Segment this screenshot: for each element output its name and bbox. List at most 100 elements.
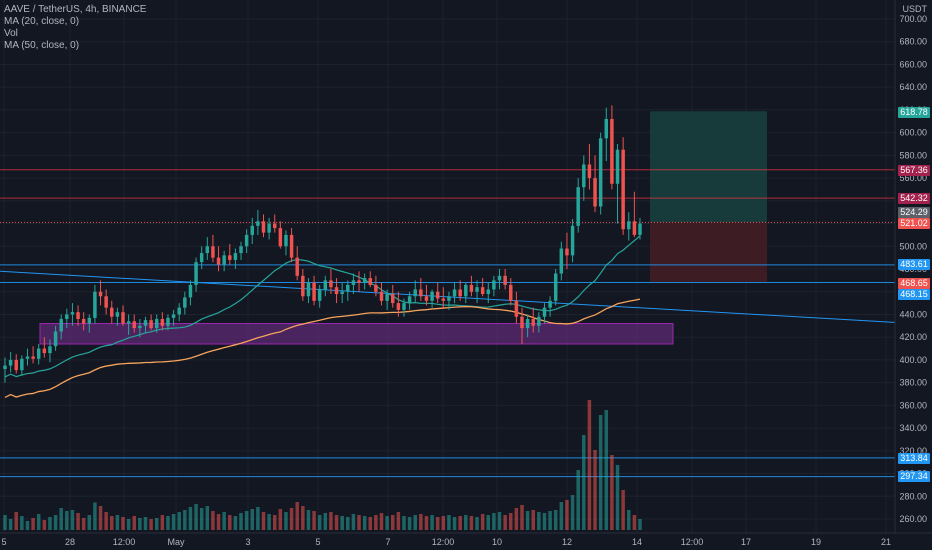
candle-body[interactable] (126, 321, 131, 324)
candle-body[interactable] (385, 294, 389, 301)
candle-body[interactable] (188, 284, 193, 298)
candle-body[interactable] (295, 257, 299, 276)
candle-body[interactable] (368, 278, 373, 285)
candle-body[interactable] (115, 312, 120, 317)
candle-body[interactable] (98, 291, 103, 297)
candle-body[interactable] (3, 365, 7, 369)
candle-body[interactable] (531, 319, 535, 326)
candle-body[interactable] (87, 317, 92, 324)
candle-body[interactable] (419, 289, 423, 297)
candle-body[interactable] (48, 346, 52, 354)
candle-body[interactable] (301, 275, 305, 297)
candle-body[interactable] (110, 307, 114, 317)
candle-body[interactable] (222, 255, 226, 265)
candle-body[interactable] (525, 319, 530, 329)
candle-body[interactable] (312, 282, 316, 301)
candle-body[interactable] (542, 307, 547, 317)
candle-body[interactable] (469, 284, 474, 292)
candle-body[interactable] (357, 280, 361, 283)
candle-body[interactable] (81, 319, 86, 324)
candle-body[interactable] (228, 255, 232, 260)
candle-body[interactable] (559, 248, 564, 274)
candle-body[interactable] (435, 291, 440, 299)
candle-body[interactable] (346, 284, 350, 292)
candle-body[interactable] (632, 221, 637, 235)
candle-body[interactable] (379, 291, 384, 301)
candle-body[interactable] (497, 275, 502, 281)
candle-body[interactable] (565, 248, 569, 256)
price-label[interactable]: 297.34 (898, 471, 930, 482)
candle-body[interactable] (374, 284, 378, 292)
candle-body[interactable] (171, 314, 176, 318)
candle-body[interactable] (121, 312, 125, 324)
candle-body[interactable] (65, 314, 69, 319)
candle-body[interactable] (244, 234, 249, 247)
price-label[interactable]: 468.15 (898, 289, 930, 300)
position-stop-area[interactable] (650, 222, 767, 282)
candle-body[interactable] (509, 284, 513, 301)
price-label[interactable]: 524.29 (898, 207, 930, 218)
candle-body[interactable] (407, 296, 412, 304)
candle-body[interactable] (239, 246, 243, 254)
candle-body[interactable] (20, 358, 24, 371)
candle-body[interactable] (492, 280, 496, 290)
time-axis[interactable] (0, 533, 932, 550)
candle-body[interactable] (610, 119, 614, 184)
ma50-legend[interactable]: MA (50, close, 0) (4, 40, 80, 51)
candle-body[interactable] (289, 234, 294, 258)
candle-body[interactable] (582, 164, 586, 188)
candle-body[interactable] (430, 291, 434, 301)
candle-body[interactable] (93, 291, 97, 318)
candle-body[interactable] (486, 289, 491, 294)
candle-body[interactable] (351, 280, 356, 285)
candle-body[interactable] (464, 284, 468, 297)
candle-body[interactable] (216, 257, 221, 265)
candle-body[interactable] (615, 149, 620, 184)
candle-body[interactable] (261, 221, 266, 233)
support-zone[interactable] (39, 323, 674, 345)
candle-body[interactable] (166, 317, 170, 326)
candle-body[interactable] (25, 356, 30, 359)
candle-body[interactable] (53, 331, 58, 347)
candle-body[interactable] (570, 225, 575, 256)
candle-body[interactable] (576, 187, 580, 226)
candle-body[interactable] (104, 296, 108, 308)
candle-body[interactable] (323, 280, 328, 290)
candle-body[interactable] (447, 296, 451, 301)
candle-body[interactable] (452, 289, 457, 297)
candle-body[interactable] (593, 178, 597, 207)
candle-body[interactable] (396, 303, 401, 310)
candle-body[interactable] (199, 253, 204, 263)
candle-body[interactable] (138, 325, 142, 329)
candle-body[interactable] (329, 280, 333, 288)
candle-body[interactable] (627, 221, 631, 230)
candle-body[interactable] (604, 119, 609, 139)
candle-body[interactable] (480, 287, 485, 294)
candle-body[interactable] (278, 228, 283, 247)
candle-body[interactable] (362, 278, 367, 283)
candle-body[interactable] (284, 234, 288, 247)
candle-body[interactable] (306, 282, 311, 297)
candle-body[interactable] (441, 298, 446, 301)
candle-body[interactable] (154, 319, 159, 329)
candle-body[interactable] (503, 275, 507, 285)
candle-body[interactable] (638, 223, 642, 235)
candle-body[interactable] (36, 348, 41, 359)
vol-legend[interactable]: Vol (4, 28, 18, 39)
candle-body[interactable] (317, 289, 322, 301)
candle-body[interactable] (272, 223, 277, 229)
candle-body[interactable] (70, 312, 75, 315)
candle-body[interactable] (8, 359, 13, 366)
candle-body[interactable] (598, 138, 603, 207)
candle-body[interactable] (402, 303, 406, 310)
candle-body[interactable] (520, 316, 524, 329)
price-label[interactable]: 313.84 (898, 453, 930, 464)
candle-body[interactable] (132, 321, 136, 329)
price-label[interactable]: 483.61 (898, 259, 930, 270)
candle-body[interactable] (458, 289, 462, 297)
candle-body[interactable] (424, 296, 429, 301)
candle-body[interactable] (194, 262, 198, 285)
candle-body[interactable] (548, 300, 552, 308)
candle-body[interactable] (553, 273, 558, 301)
